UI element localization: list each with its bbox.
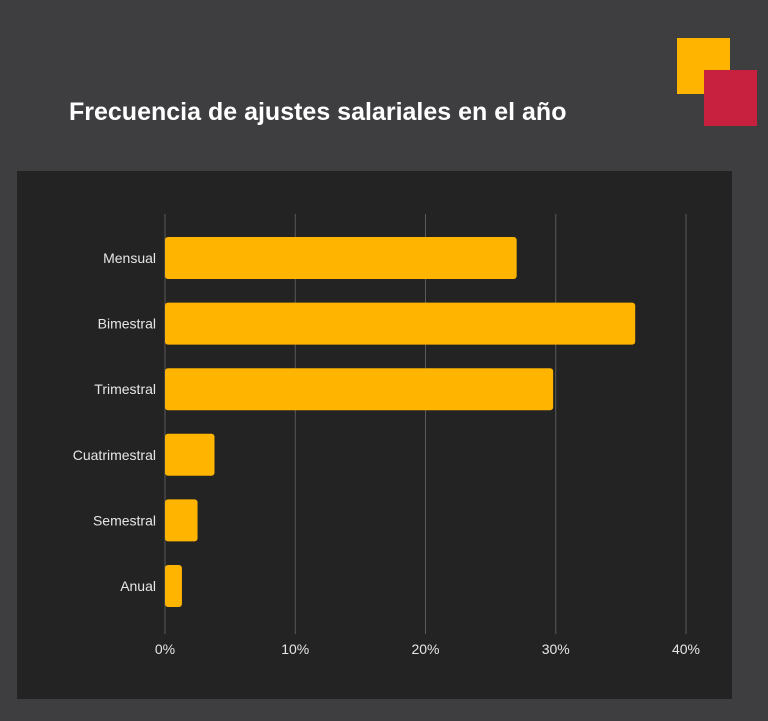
bar-bimestral (165, 302, 636, 345)
x-tick-label: 10% (281, 641, 309, 657)
x-tick-label: 40% (672, 641, 700, 657)
y-category-label: Trimestral (94, 381, 156, 397)
x-tick-label: 30% (542, 641, 570, 657)
x-tick-label: 20% (411, 641, 439, 657)
x-tick-label: 0% (155, 641, 175, 657)
y-category-label: Mensual (103, 250, 156, 266)
bar-mensual (165, 237, 517, 279)
chart-title: Frecuencia de ajustes salariales en el a… (69, 98, 567, 126)
y-category-label: Semestral (93, 512, 156, 528)
bar-trimestral (165, 368, 554, 411)
bar-anual (165, 565, 182, 607)
logo-red-square (704, 70, 757, 126)
y-category-label: Bimestral (98, 316, 156, 332)
y-category-label: Anual (120, 578, 156, 594)
y-category-label: Cuatrimestral (73, 447, 156, 463)
bar-semestral (165, 499, 198, 542)
bar-cuatrimestral (165, 433, 215, 476)
